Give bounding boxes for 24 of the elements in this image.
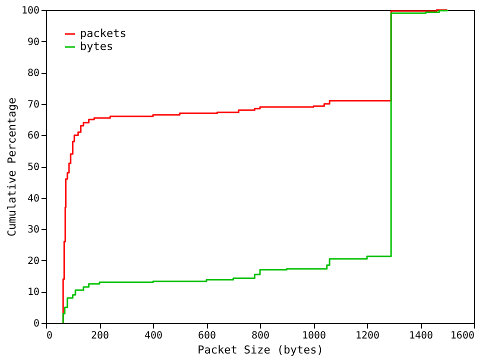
y-tick-label: 50 [27,162,40,173]
y-tick-label: 70 [27,99,40,110]
y-tick-label: 80 [27,68,40,80]
x-tick-label: 0 [46,330,53,342]
y-tick-label: 20 [27,256,40,267]
x-tick-label: 1600 [450,330,474,342]
y-tick-label: 10 [27,287,40,298]
legend-label: bytes [80,40,114,53]
x-tick-label: 800 [251,330,270,342]
y-tick-label: 90 [27,36,40,48]
x-axis-title: Packet Size (bytes) [198,344,324,356]
x-tick-label: 1000 [302,330,326,342]
y-tick-label: 40 [27,193,40,204]
x-tick-label: 400 [144,330,163,342]
x-tick-label: 600 [198,330,216,342]
y-tick-label: 30 [27,224,40,236]
x-tick-label: 1400 [408,330,434,342]
y-tick-label: 0 [33,318,40,330]
x-tick-label: 1200 [355,330,380,342]
y-tick-label: 60 [27,130,40,142]
legend-label: packets [80,27,126,40]
y-tick-label: 100 [21,6,40,16]
y-axis-title: Cumulative Percentage [5,97,18,237]
x-tick-label: 200 [90,330,110,342]
